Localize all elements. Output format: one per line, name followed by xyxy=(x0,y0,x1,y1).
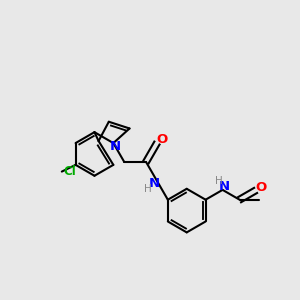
Text: O: O xyxy=(156,133,167,146)
Text: N: N xyxy=(148,177,160,190)
Text: N: N xyxy=(219,180,230,194)
Text: N: N xyxy=(110,140,121,152)
Text: O: O xyxy=(255,181,266,194)
Text: H: H xyxy=(144,184,152,194)
Text: Cl: Cl xyxy=(63,165,76,178)
Text: H: H xyxy=(215,176,223,186)
